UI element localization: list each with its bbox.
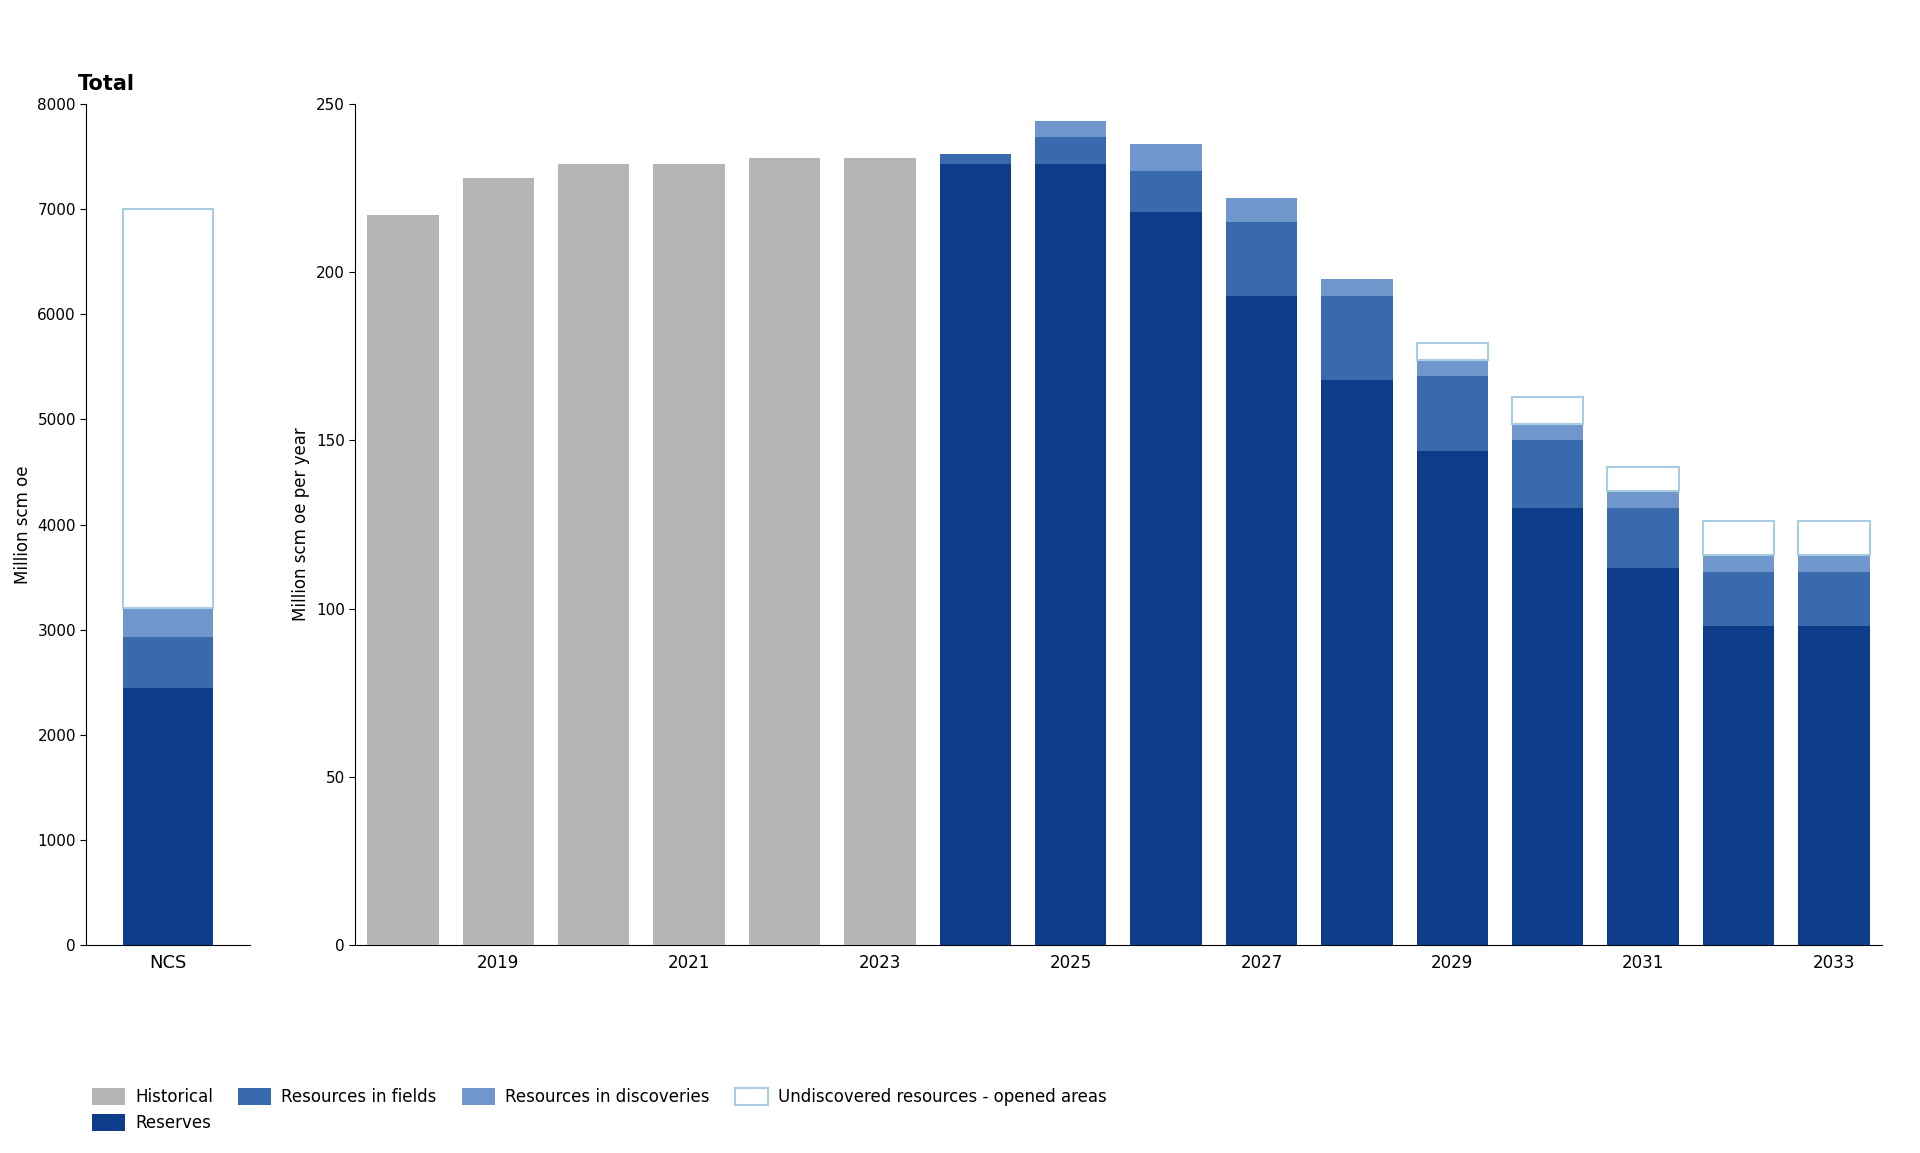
Y-axis label: Million scm oe per year: Million scm oe per year (292, 428, 311, 621)
Bar (559, 165, 630, 945)
Bar (1035, 137, 1106, 165)
Bar (939, 165, 1012, 945)
Bar (1417, 360, 1488, 377)
Bar (1703, 521, 1774, 555)
Bar (1607, 491, 1678, 507)
Y-axis label: Million scm oe: Million scm oe (13, 466, 33, 583)
Bar (123, 687, 213, 945)
Bar (653, 165, 726, 945)
Bar (1131, 171, 1202, 211)
Bar (1703, 572, 1774, 626)
Bar (1321, 379, 1392, 945)
Bar (1035, 165, 1106, 945)
Bar (1511, 397, 1584, 423)
Bar (1607, 507, 1678, 568)
Bar (1607, 467, 1678, 491)
Bar (939, 155, 1012, 165)
Bar (463, 178, 534, 945)
Text: Total: Total (79, 74, 134, 93)
Bar (1225, 221, 1298, 295)
Bar (1511, 423, 1584, 440)
Bar (123, 638, 213, 687)
Bar (1131, 211, 1202, 945)
Bar (1225, 198, 1298, 221)
Legend: Historical, Reserves, Resources in fields, Resources in discoveries, Undiscovere: Historical, Reserves, Resources in field… (84, 1080, 1114, 1139)
Bar (1511, 440, 1584, 507)
Bar (1035, 121, 1106, 137)
Bar (1417, 451, 1488, 945)
Bar (845, 158, 916, 945)
Bar (1703, 555, 1774, 572)
Bar (367, 214, 438, 945)
Bar (1607, 568, 1678, 945)
Bar (1131, 144, 1202, 171)
Bar (749, 158, 820, 945)
Bar (1703, 626, 1774, 945)
Bar (1321, 295, 1392, 379)
Bar (1799, 521, 1870, 555)
Bar (1417, 342, 1488, 360)
Bar (1417, 377, 1488, 451)
Bar (123, 608, 213, 638)
Bar (123, 209, 213, 608)
Bar (1511, 507, 1584, 945)
Bar (1321, 279, 1392, 295)
Bar (1799, 626, 1870, 945)
Bar (1799, 555, 1870, 572)
Bar (1799, 572, 1870, 626)
Bar (1225, 295, 1298, 945)
